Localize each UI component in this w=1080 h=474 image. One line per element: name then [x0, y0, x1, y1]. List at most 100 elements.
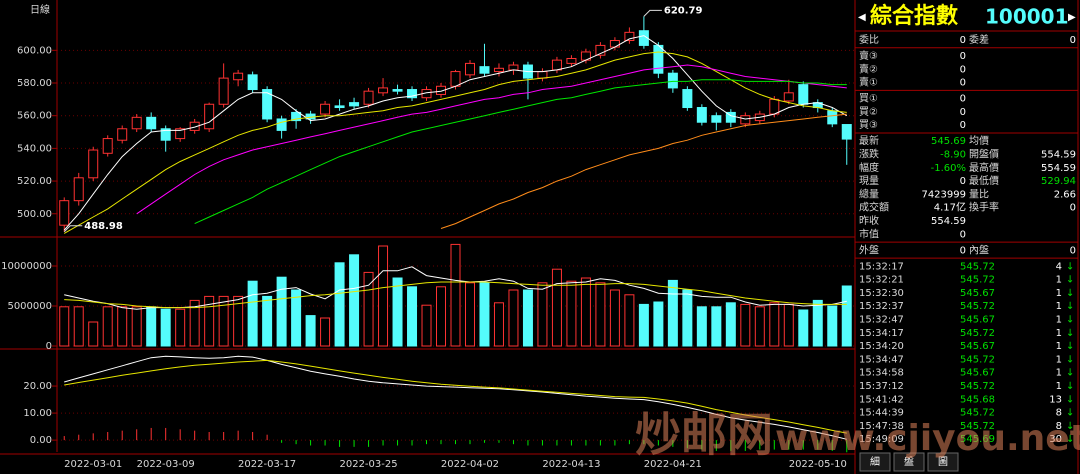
next-arrow[interactable]: ▶	[1068, 12, 1076, 23]
candle-body	[783, 92, 794, 102]
trade-time: 15:47:38	[859, 421, 904, 432]
trade-price: 545.67	[960, 288, 995, 299]
quote-value: 4.17亿	[934, 201, 966, 214]
tab-label[interactable]: 盤	[904, 455, 914, 468]
tab-label[interactable]: 圖	[938, 456, 948, 468]
candle-body	[218, 77, 229, 105]
candle-body	[769, 98, 780, 115]
x-tick-label: 2022-04-02	[441, 459, 499, 470]
trade-volume: 13	[1049, 394, 1062, 405]
annotation-leader	[63, 225, 83, 233]
candle-body	[320, 103, 331, 115]
candle-body	[291, 111, 302, 122]
volume-bar	[175, 308, 186, 347]
quote-label: 量比	[969, 188, 989, 200]
quote-value: -8.90	[940, 150, 966, 161]
quote-label: 現量	[859, 175, 879, 187]
trade-time: 15:41:42	[859, 394, 904, 405]
trade-direction: ↓	[1066, 408, 1074, 419]
candle-body	[378, 87, 389, 94]
y-tick-label: 600.00	[17, 45, 52, 56]
x-tick-label: 2022-03-17	[238, 459, 296, 470]
volume-bar	[131, 306, 142, 347]
tab[interactable]	[893, 452, 925, 472]
candle-body	[711, 115, 722, 123]
quote-value: 0	[960, 245, 966, 256]
quote-value: 554.59	[1041, 150, 1076, 161]
volume-bar	[609, 289, 620, 347]
quote-value: -1.60%	[931, 163, 966, 174]
trade-direction: ↓	[1066, 368, 1074, 379]
tab-label[interactable]: 細	[870, 455, 880, 468]
quote-value: 0	[1070, 245, 1076, 256]
volume-bar	[146, 306, 157, 347]
trade-time: 15:34:58	[859, 368, 904, 379]
quote-value: 545.69	[931, 136, 966, 147]
quote-label: 成交額	[859, 201, 889, 214]
candle-body	[667, 72, 678, 89]
volume-bar	[493, 302, 504, 347]
volume-bar	[421, 304, 432, 347]
trade-volume: 8	[1056, 421, 1062, 432]
quote-label: 賣③	[859, 49, 878, 62]
trade-time: 15:34:20	[859, 341, 904, 352]
candle-body	[436, 85, 447, 95]
quote-label: 開盤價	[969, 148, 999, 161]
volume-bar	[262, 295, 273, 347]
quote-value: 7423999	[921, 189, 966, 200]
trade-volume: 1	[1056, 381, 1062, 392]
trade-time: 15:37:12	[859, 381, 904, 392]
prev-arrow[interactable]: ◀	[858, 12, 866, 23]
trade-price: 545.72	[960, 261, 995, 272]
volume-bar	[769, 302, 780, 347]
tab[interactable]	[859, 452, 891, 472]
volume-bar	[682, 289, 693, 347]
average-line	[194, 79, 847, 225]
quote-label: 內盤	[969, 243, 989, 256]
volume-bar	[667, 279, 678, 347]
quote-value: 0	[960, 107, 966, 118]
volume-bar	[334, 262, 345, 347]
y-tick-label: 500.00	[17, 209, 52, 220]
trade-direction: ↓	[1066, 421, 1074, 432]
period-label: 日線	[30, 3, 50, 16]
y-tick-label: 560.00	[17, 111, 52, 122]
quote-label: 昨收	[859, 214, 879, 227]
candle-body	[204, 103, 215, 130]
candle-body	[189, 121, 200, 131]
trade-volume: 1	[1056, 288, 1062, 299]
quote-value: 529.94	[1041, 176, 1076, 187]
volume-bar	[88, 321, 99, 347]
trade-direction: ↓	[1066, 354, 1074, 365]
y-tick-label: 540.00	[17, 143, 52, 154]
trade-volume: 1	[1056, 275, 1062, 286]
quote-label: 均價	[969, 134, 989, 147]
trade-price: 545.68	[960, 394, 995, 405]
quote-value: 554.59	[931, 216, 966, 227]
trade-direction: ↓	[1066, 328, 1074, 339]
trade-price: 545.69	[960, 434, 995, 445]
trade-direction: ↓	[1066, 301, 1074, 312]
watermark: 炒邮网	[635, 408, 773, 462]
trade-price: 545.72	[960, 421, 995, 432]
candle-body	[725, 111, 736, 123]
trade-time: 15:32:37	[859, 301, 904, 312]
trade-direction: ↓	[1066, 394, 1074, 405]
trade-volume: 30	[1049, 434, 1062, 445]
average-line	[64, 359, 847, 434]
trade-price: 545.67	[960, 315, 995, 326]
quote-label: 委差	[969, 33, 989, 46]
candle-body	[537, 71, 548, 79]
trade-volume: 1	[1056, 341, 1062, 352]
quote-value: 0	[960, 64, 966, 75]
trade-direction: ↓	[1066, 261, 1074, 272]
trade-price: 545.72	[960, 354, 995, 365]
quote-value: 0	[960, 176, 966, 187]
candle-body	[798, 84, 809, 105]
candle-body	[175, 128, 186, 140]
quote-label: 外盤	[859, 243, 879, 256]
x-tick-label: 2022-03-09	[137, 459, 195, 470]
trade-volume: 1	[1056, 301, 1062, 312]
tab[interactable]	[927, 452, 959, 472]
